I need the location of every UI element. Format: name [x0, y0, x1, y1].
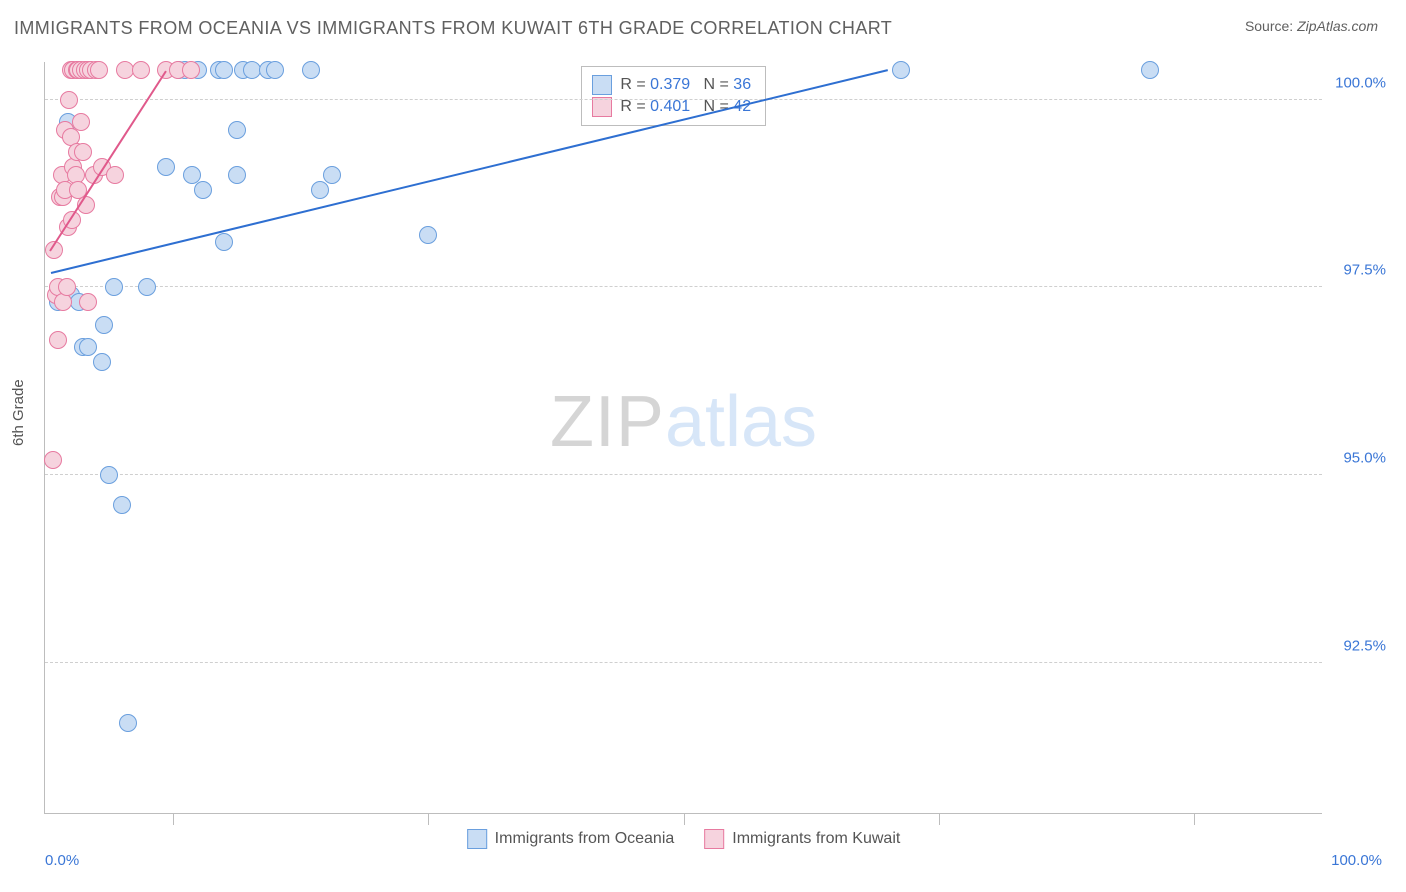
correlation-stat-box: R = 0.379 N = 36R = 0.401 N = 42	[581, 66, 766, 126]
data-point	[132, 61, 150, 79]
gridline	[45, 662, 1322, 663]
x-tick-label-left: 0.0%	[45, 852, 79, 869]
watermark: ZIPatlas	[550, 381, 817, 463]
gridline	[45, 286, 1322, 287]
legend-swatch	[592, 75, 612, 95]
data-point	[215, 61, 233, 79]
watermark-zip: ZIP	[550, 382, 665, 462]
data-point	[228, 166, 246, 184]
x-tick	[428, 813, 429, 825]
data-point	[266, 61, 284, 79]
y-tick-label: 95.0%	[1343, 450, 1386, 467]
data-point	[79, 293, 97, 311]
x-tick	[1194, 813, 1195, 825]
trend-line	[51, 70, 888, 275]
legend-swatch	[592, 97, 612, 117]
stat-row: R = 0.379 N = 36	[592, 75, 751, 95]
x-tick	[173, 813, 174, 825]
x-tick	[939, 813, 940, 825]
data-point	[243, 61, 261, 79]
data-point	[93, 353, 111, 371]
source-label: Source:	[1245, 18, 1293, 34]
series-legend: Immigrants from Oceania Immigrants from K…	[467, 829, 901, 849]
data-point	[119, 714, 137, 732]
data-point	[49, 331, 67, 349]
data-point	[194, 181, 212, 199]
source-value: ZipAtlas.com	[1297, 18, 1378, 34]
data-point	[72, 113, 90, 131]
gridline	[45, 99, 1322, 100]
data-point	[419, 226, 437, 244]
source-attribution: Source: ZipAtlas.com	[1245, 18, 1378, 34]
watermark-atlas: atlas	[665, 382, 817, 462]
data-point	[54, 293, 72, 311]
data-point	[44, 451, 62, 469]
legend-item: Immigrants from Kuwait	[704, 829, 900, 849]
plot-area: ZIPatlas R = 0.379 N = 36R = 0.401 N = 4…	[44, 62, 1322, 814]
data-point	[74, 143, 92, 161]
data-point	[138, 278, 156, 296]
data-point	[90, 61, 108, 79]
gridline	[45, 474, 1322, 475]
data-point	[60, 91, 78, 109]
legend-swatch	[704, 829, 724, 849]
data-point	[100, 466, 118, 484]
y-tick-label: 97.5%	[1343, 262, 1386, 279]
data-point	[323, 166, 341, 184]
chart-title: IMMIGRANTS FROM OCEANIA VS IMMIGRANTS FR…	[14, 18, 892, 39]
data-point	[1141, 61, 1159, 79]
data-point	[182, 61, 200, 79]
data-point	[215, 233, 233, 251]
data-point	[302, 61, 320, 79]
x-tick	[684, 813, 685, 825]
data-point	[157, 158, 175, 176]
legend-label: Immigrants from Kuwait	[732, 830, 900, 848]
data-point	[311, 181, 329, 199]
y-tick-label: 92.5%	[1343, 637, 1386, 654]
header: IMMIGRANTS FROM OCEANIA VS IMMIGRANTS FR…	[0, 0, 1406, 47]
x-tick-label-right: 100.0%	[1331, 852, 1382, 869]
y-tick-label: 100.0%	[1335, 74, 1386, 91]
legend-swatch	[467, 829, 487, 849]
legend-label: Immigrants from Oceania	[495, 830, 675, 848]
y-axis-label: 6th Grade	[10, 379, 27, 446]
stat-text: R = 0.379 N = 36	[620, 76, 751, 94]
data-point	[58, 278, 76, 296]
chart-container: 6th Grade ZIPatlas R = 0.379 N = 36R = 0…	[14, 50, 1392, 862]
data-point	[105, 278, 123, 296]
data-point	[79, 338, 97, 356]
data-point	[113, 496, 131, 514]
data-point	[106, 166, 124, 184]
data-point	[228, 121, 246, 139]
data-point	[95, 316, 113, 334]
legend-item: Immigrants from Oceania	[467, 829, 675, 849]
data-point	[892, 61, 910, 79]
